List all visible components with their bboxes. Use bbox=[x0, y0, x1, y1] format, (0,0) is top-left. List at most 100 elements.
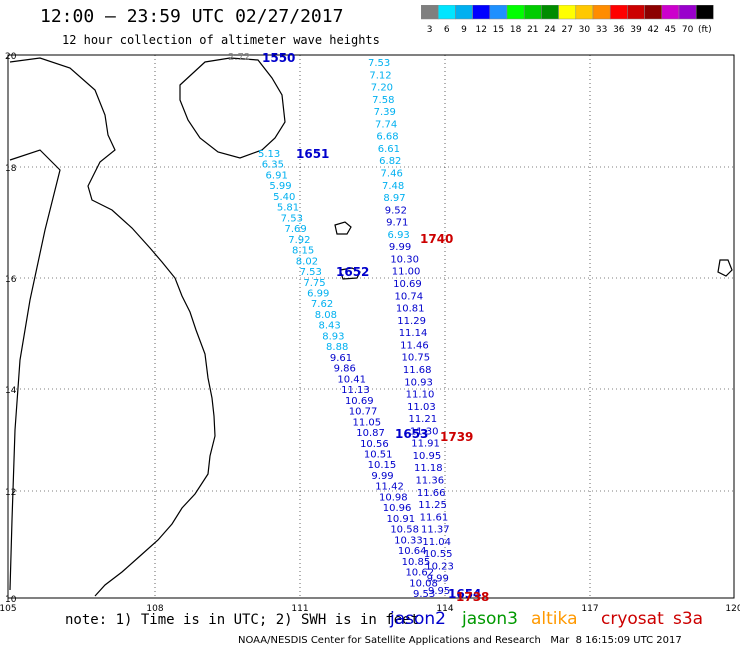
wave-height-value: 7.46 bbox=[381, 169, 403, 180]
color-scale-label: 70 bbox=[682, 25, 694, 35]
wave-height-value: 7.58 bbox=[372, 95, 394, 106]
wave-height-value: 7.53 bbox=[281, 213, 303, 224]
wave-height-value: 11.13 bbox=[341, 385, 370, 396]
color-swatch bbox=[661, 5, 680, 20]
wave-height-value: 10.08 bbox=[409, 578, 438, 589]
color-scale-label: 9 bbox=[461, 25, 467, 35]
wave-height-value: 10.58 bbox=[390, 525, 419, 536]
wave-height-value: 7.62 bbox=[311, 299, 333, 310]
legend-entry-s3a: s3a bbox=[673, 609, 704, 629]
wave-height-value: 10.93 bbox=[404, 377, 433, 388]
wave-height-value: 7.69 bbox=[284, 224, 306, 235]
wave-height-value: 11.05 bbox=[353, 417, 382, 428]
wave-height-value: 8.43 bbox=[318, 321, 340, 332]
color-swatch bbox=[592, 5, 611, 20]
legend-entry-altika: altika bbox=[531, 609, 578, 629]
wave-height-value: 10.96 bbox=[383, 503, 412, 514]
wave-height-value: 9.53 bbox=[413, 589, 435, 600]
color-swatch bbox=[506, 5, 525, 20]
wave-height-value: 11.36 bbox=[415, 475, 444, 486]
color-swatch bbox=[523, 5, 542, 20]
wave-height-tracks: 7.537.127.207.587.397.746.686.616.827.46… bbox=[228, 51, 489, 604]
wave-height-value: 11.18 bbox=[414, 463, 443, 474]
wave-height-value: 11.42 bbox=[375, 482, 404, 493]
small-island-a bbox=[334, 221, 352, 235]
color-swatch bbox=[472, 5, 491, 20]
wave-height-value: 11.00 bbox=[392, 267, 421, 278]
color-scale-label: (ft) bbox=[698, 25, 712, 35]
note-text: note: 1) Time is in UTC; 2) SWH is in fe… bbox=[65, 612, 420, 628]
wave-height-value: 7.53 bbox=[368, 58, 390, 69]
wave-height-value: 7.75 bbox=[303, 278, 325, 289]
pass-time-label: 1739 bbox=[440, 430, 473, 444]
wave-height-value: 7.12 bbox=[369, 70, 391, 81]
wave-height-value: 6.68 bbox=[376, 132, 398, 143]
wave-height-value: 10.81 bbox=[396, 304, 425, 315]
wave-height-value: 6.99 bbox=[307, 289, 329, 300]
latitude-tick-label: 14 bbox=[5, 386, 17, 396]
color-swatch bbox=[644, 5, 663, 20]
wave-height-value: 10.95 bbox=[413, 451, 442, 462]
legend-entry-cryosat: cryosat bbox=[601, 609, 664, 629]
axis-ticks: 105 108 111 114 117 120 20 18 16 14 12 10 bbox=[0, 52, 740, 614]
wave-height-value: 5.13 bbox=[258, 149, 280, 160]
wave-height-value: 9.99 bbox=[371, 471, 393, 482]
hainan-island bbox=[179, 57, 286, 159]
wave-height-value: 6.91 bbox=[266, 170, 288, 181]
longitude-tick-label: 120 bbox=[725, 604, 740, 614]
wave-height-value: 11.25 bbox=[418, 500, 447, 511]
wave-height-value: 10.98 bbox=[379, 492, 408, 503]
wave-height-value: 7.48 bbox=[382, 181, 404, 192]
wave-height-value: 11.61 bbox=[420, 512, 449, 523]
wave-height-value: 11.04 bbox=[422, 537, 451, 548]
color-swatch bbox=[489, 5, 508, 20]
wave-height-value: 11.29 bbox=[397, 316, 426, 327]
wave-height-value: 5.81 bbox=[277, 203, 299, 214]
color-scale-label: 30 bbox=[579, 25, 591, 35]
color-scale-label: 39 bbox=[630, 25, 642, 35]
wave-height-value: 6.93 bbox=[388, 230, 410, 241]
wave-height-value: 11.91 bbox=[411, 439, 440, 450]
wave-height-value: 10.56 bbox=[360, 439, 389, 450]
map-grid bbox=[8, 55, 734, 598]
pass-time-label: 1550 bbox=[262, 51, 295, 65]
pass-time-label: 1651 bbox=[296, 147, 329, 161]
wave-height-value: 8.15 bbox=[292, 246, 314, 257]
small-island-c bbox=[717, 259, 733, 277]
latitude-tick-label: 16 bbox=[5, 275, 17, 285]
wave-height-value: 11.21 bbox=[408, 414, 437, 425]
color-scale-label: 36 bbox=[613, 25, 625, 35]
wave-height-value: 10.69 bbox=[393, 279, 422, 290]
legend-entry-jason3: jason3 bbox=[462, 609, 518, 629]
color-scale: 3 6 9 12 15 18 21 24 27 30 33 36 39 42 45 70 (ft) bbox=[421, 5, 714, 35]
latitude-tick-label: 18 bbox=[5, 164, 17, 174]
color-swatch bbox=[678, 5, 697, 20]
wave-height-value: 10.15 bbox=[368, 460, 397, 471]
wave-height-value: 10.91 bbox=[387, 514, 416, 525]
color-scale-label: 6 bbox=[444, 25, 450, 35]
wave-height-value: 7.74 bbox=[375, 119, 397, 130]
wave-height-value: 11.66 bbox=[417, 488, 446, 499]
color-scale-label: 42 bbox=[647, 25, 658, 35]
color-scale-label: 21 bbox=[527, 25, 538, 35]
wave-height-value: 9.61 bbox=[330, 353, 352, 364]
wave-height-value: 9.99 bbox=[389, 242, 411, 253]
wave-height-value: 10.64 bbox=[398, 546, 427, 557]
map-frame bbox=[7, 54, 735, 599]
color-scale-label: 12 bbox=[475, 25, 486, 35]
wave-height-value: 6.82 bbox=[379, 156, 401, 167]
wave-height-value: 7.53 bbox=[300, 267, 322, 278]
color-swatch bbox=[558, 5, 577, 20]
color-scale-label: 15 bbox=[493, 25, 504, 35]
vietnam-inner bbox=[9, 149, 61, 591]
small-island-b bbox=[339, 267, 361, 280]
wave-height-value: 10.55 bbox=[424, 549, 453, 560]
wave-height-value: 6.35 bbox=[262, 160, 284, 171]
wave-height-value: 7.39 bbox=[374, 107, 396, 118]
color-swatch bbox=[541, 5, 559, 20]
wave-height-value: 8.88 bbox=[326, 342, 348, 353]
color-swatch bbox=[695, 5, 714, 20]
wave-height-value: 9.95 bbox=[428, 586, 450, 597]
longitude-tick-label: 105 bbox=[0, 604, 17, 614]
wave-height-value: 11.68 bbox=[403, 365, 432, 376]
